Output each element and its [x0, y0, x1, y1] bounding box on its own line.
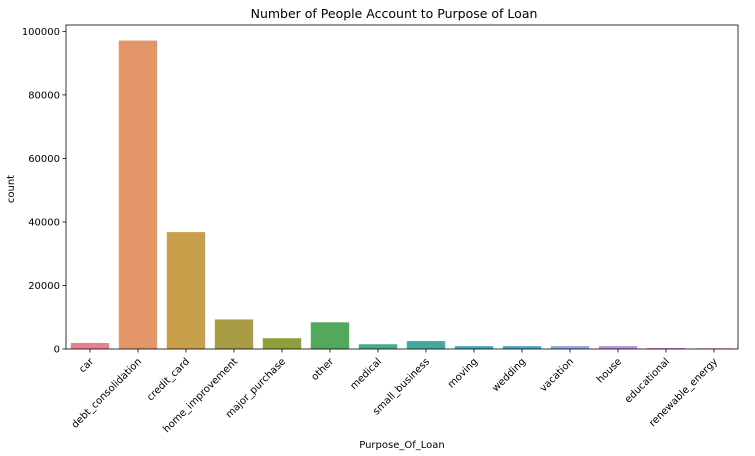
y-tick-label: 40000: [28, 217, 60, 228]
bar-moving: [454, 346, 494, 349]
x-axis-label: Purpose_Of_Loan: [359, 440, 445, 451]
bar-house: [598, 346, 638, 349]
chart-title: Number of People Account to Purpose of L…: [251, 6, 538, 21]
y-tick-label: 20000: [28, 281, 60, 292]
bar-major_purchase: [262, 338, 302, 349]
bar-debt_consolidation: [118, 40, 158, 350]
bar-other: [310, 322, 350, 349]
bar-wedding: [502, 346, 542, 349]
x-tick-label: medical: [348, 356, 384, 392]
x-tick-label: wedding: [490, 356, 528, 394]
bar-vacation: [550, 346, 590, 349]
x-tick-label: credit_card: [145, 356, 192, 403]
bar-educational: [646, 348, 686, 349]
y-tick-label: 0: [54, 345, 60, 356]
x-tick-label: car: [77, 356, 97, 376]
bar-credit_card: [166, 232, 206, 349]
x-tick-label: other: [310, 356, 337, 383]
bar-medical: [358, 344, 398, 349]
y-axis-label: count: [6, 175, 17, 203]
y-tick-label: 100000: [22, 27, 60, 38]
x-tick-label: house: [595, 356, 624, 385]
bars-layer: [70, 40, 734, 350]
bar-car: [70, 342, 110, 349]
bar-home_improvement: [214, 319, 254, 349]
y-tick-label: 80000: [28, 90, 60, 101]
plot-frame: [65, 24, 739, 350]
y-tick-label: 60000: [28, 154, 60, 165]
x-tick-label: moving: [446, 356, 480, 390]
bar-small_business: [406, 341, 446, 349]
x-tick-label: vacation: [538, 356, 576, 394]
x-tick-label: educational: [623, 356, 672, 405]
y-axis: 0 20000 40000 60000 80000 100000: [22, 27, 66, 356]
